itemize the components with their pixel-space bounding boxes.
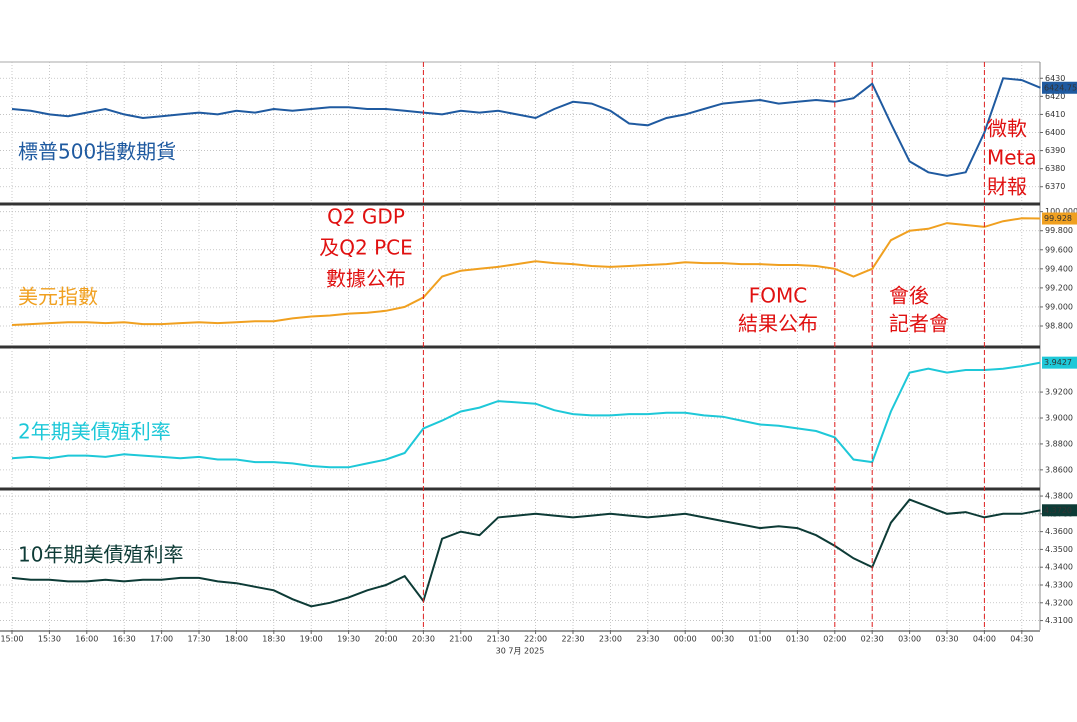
x-tick-label: 03:30 [935,635,958,644]
x-tick-label: 20:00 [374,635,397,644]
y-tick-label: 6400 [1045,128,1065,137]
y-tick-label: 99.800 [1045,226,1073,235]
y-tick-label: 100.000 [1045,207,1077,216]
x-tick-label: 18:30 [262,635,285,644]
series-label: 2年期美債殖利率 [18,420,171,444]
series-line [11,361,1041,469]
event-annotation: FOMC [749,284,807,308]
event-annotation: 結果公布 [738,312,818,336]
x-tick-label: 17:00 [150,635,173,644]
event-annotation: 記者會 [889,312,949,336]
y-tick-label: 3.8800 [1045,439,1073,448]
y-tick-label: 6380 [1045,164,1065,173]
x-tick-label: 03:00 [898,635,921,644]
last-value-label: 99.928 [1044,214,1072,223]
y-tick-label: 4.3500 [1045,545,1073,554]
x-tick-label: 04:30 [1010,635,1033,644]
x-tick-label: 20:30 [412,635,435,644]
y-tick-label: 6420 [1045,92,1065,101]
last-value-badge [1042,356,1077,369]
last-value-badge [1042,81,1077,94]
y-tick-label: 98.800 [1045,321,1073,330]
series-label: 標普500指數期貨 [18,140,176,164]
y-tick-label: 99.400 [1045,264,1073,273]
y-tick-label: 4.3800 [1045,492,1073,501]
y-tick-label: 6410 [1045,110,1065,119]
series-line [11,77,1041,177]
y-tick-label: 6370 [1045,182,1065,191]
series-label: 美元指數 [18,285,98,309]
x-tick-label: 23:30 [636,635,659,644]
x-tick-label: 15:00 [0,635,23,644]
y-tick-label: 3.8600 [1045,465,1073,474]
last-value-label: 6424.75 [1044,83,1077,92]
event-annotation: 微軟 [987,117,1027,141]
y-tick-label: 3.9200 [1045,388,1073,397]
last-value-label: 4.3720 [1044,506,1072,515]
series-line [11,498,1041,608]
series-label: 10年期美債殖利率 [18,543,183,567]
x-tick-label: 01:00 [748,635,771,644]
x-tick-label: 02:30 [861,635,884,644]
y-tick-label: 99.600 [1045,245,1073,254]
y-tick-label: 3.9000 [1045,414,1073,423]
y-tick-label: 6390 [1045,146,1065,155]
y-tick-label: 99.000 [1045,302,1073,311]
x-tick-label: 21:00 [449,635,472,644]
x-tick-label: 00:30 [711,635,734,644]
x-tick-label: 23:00 [599,635,622,644]
y-tick-label: 99.200 [1045,283,1073,292]
y-tick-label: 4.3200 [1045,598,1073,607]
y-tick-label: 4.3100 [1045,616,1073,625]
y-tick-label: 6430 [1045,74,1065,83]
y-tick-label: 4.3400 [1045,563,1073,572]
last-value-label: 3.9427 [1044,358,1072,367]
x-tick-label: 21:30 [487,635,510,644]
last-value-badge [1042,504,1077,517]
x-tick-label: 15:30 [38,635,61,644]
event-annotation: 財報 [987,175,1027,199]
x-tick-label: 02:00 [823,635,846,644]
x-tick-label: 01:30 [786,635,809,644]
y-tick-label: 4.3600 [1045,527,1073,536]
series-line [11,217,1041,326]
x-tick-label: 22:30 [561,635,584,644]
y-tick-label: 4.3300 [1045,580,1073,589]
x-tick-label: 19:30 [337,635,360,644]
x-tick-label: 17:30 [187,635,210,644]
x-tick-label: 18:00 [225,635,248,644]
event-annotation: Q2 GDP [327,205,405,229]
x-tick-label: 04:00 [973,635,996,644]
event-annotation: 及Q2 PCE [319,236,413,260]
last-value-badge [1042,212,1077,225]
x-tick-label: 16:00 [75,635,98,644]
x-tick-label: 19:00 [300,635,323,644]
x-tick-label: 00:00 [674,635,697,644]
x-tick-label: 22:00 [524,635,547,644]
x-axis-label: 30 7月 2025 [496,647,545,656]
event-annotation: 數據公布 [326,267,406,291]
event-annotation: 會後 [889,284,929,308]
event-annotation: Meta [987,146,1037,170]
x-tick-label: 16:30 [113,635,136,644]
